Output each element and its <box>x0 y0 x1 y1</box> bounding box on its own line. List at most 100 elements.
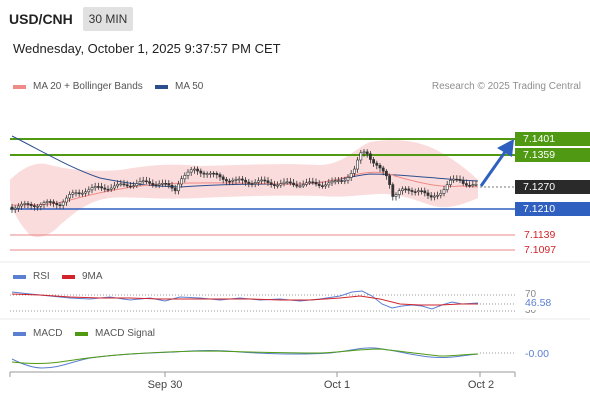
candle-body <box>16 205 20 209</box>
candle-body <box>209 172 212 175</box>
x-tick-label: Sep 30 <box>148 379 183 391</box>
candle-body <box>420 190 424 193</box>
candle-body <box>177 183 180 192</box>
candle-body <box>381 167 385 172</box>
candle-body <box>116 183 120 187</box>
macd-signal-line <box>11 348 479 364</box>
candle-body <box>253 182 257 184</box>
candle-body <box>23 203 27 205</box>
candle-body <box>48 201 52 203</box>
candle-body <box>474 184 478 186</box>
candle-body <box>193 168 196 171</box>
candle-body <box>372 159 376 164</box>
candle-body <box>29 203 33 207</box>
candle-body <box>20 203 24 207</box>
candle-body <box>141 180 145 183</box>
candle-body <box>164 183 168 185</box>
candle-body <box>39 204 43 207</box>
candle-body <box>10 206 14 210</box>
candle-body <box>36 205 40 208</box>
candle-body <box>260 179 264 182</box>
candle-body <box>340 180 344 182</box>
candle-body <box>77 192 81 195</box>
candle-body <box>97 186 100 188</box>
candle-body <box>212 172 216 175</box>
candle-body <box>397 190 401 195</box>
rsi-legend-label: RSI <box>33 271 50 282</box>
candle-body <box>103 187 107 190</box>
candle-body <box>445 184 449 190</box>
candle-body <box>439 193 443 196</box>
rsi-line <box>11 290 479 310</box>
candle-body <box>320 185 324 187</box>
support-2-label: 7.1097 <box>524 244 557 256</box>
macd-signal-swatch <box>75 331 88 336</box>
candle-body <box>189 169 193 173</box>
ma50-swatch <box>155 84 168 89</box>
candle-body <box>388 175 392 185</box>
candle-body <box>113 185 116 189</box>
candle-body <box>304 182 308 185</box>
bollinger-band <box>10 140 478 238</box>
candle-body <box>196 168 200 172</box>
copyright-label: Research © 2025 Trading Central <box>431 81 581 92</box>
candle-body <box>61 201 65 206</box>
candle-body <box>42 202 46 205</box>
candle-body <box>349 173 353 178</box>
candle-body <box>356 159 360 170</box>
candle-body <box>68 194 72 199</box>
ma20-swatch <box>13 84 26 89</box>
candle-body <box>343 179 347 182</box>
candle-body <box>407 188 411 191</box>
forecast-arrowhead-icon <box>497 139 514 157</box>
candle-body <box>129 185 132 188</box>
last-price-tag: 7.1270 <box>515 180 590 194</box>
candle-body <box>167 183 171 186</box>
legend-rsi-ma: 9MA <box>62 271 103 282</box>
candle-body <box>215 173 219 175</box>
candle-body <box>311 181 315 184</box>
candle-body <box>426 192 430 196</box>
ma50-legend-label: MA 50 <box>175 81 204 92</box>
pivot-tag: 7.1210 <box>515 202 590 216</box>
candle-body <box>468 184 472 187</box>
legend-ma50: MA 50 <box>155 81 203 92</box>
candle-body <box>327 182 331 186</box>
candle-body <box>202 172 206 175</box>
candle-body <box>317 183 321 186</box>
candle-body <box>263 179 267 182</box>
candle-body <box>161 183 164 185</box>
candle-body <box>234 178 238 181</box>
rsi-level-30-label: 30 <box>525 305 537 316</box>
candle-body <box>106 188 110 191</box>
candle-body <box>100 186 104 189</box>
candle-body <box>333 180 337 183</box>
candle-body <box>352 168 356 174</box>
candle-body <box>231 179 235 182</box>
candle-body <box>154 184 158 187</box>
candle-body <box>314 182 318 185</box>
candle-body <box>170 184 174 189</box>
candle-body <box>151 183 155 186</box>
candle-body <box>180 178 184 185</box>
timeframe-button[interactable]: 30 MIN <box>83 7 133 31</box>
candle-body <box>55 202 59 206</box>
candle-body <box>378 164 382 169</box>
legend-ma20: MA 20 + Bollinger Bands <box>13 81 143 92</box>
candle-body <box>58 204 62 207</box>
candle-body <box>119 183 123 186</box>
candle-body <box>292 182 296 186</box>
candle-body <box>298 185 302 188</box>
candle-body <box>256 180 260 183</box>
candle-body <box>368 153 372 160</box>
ma20-legend-label: MA 20 + Bollinger Bands <box>33 81 143 92</box>
candle-body <box>458 179 462 181</box>
candle-body <box>301 184 305 187</box>
x-tick-label: Oct 2 <box>468 379 494 391</box>
legend-macd-signal: MACD Signal <box>75 328 155 339</box>
candle-body <box>122 183 126 186</box>
candle-body <box>359 152 363 161</box>
candle-body <box>324 184 328 187</box>
rsi-level-70-label: 70 <box>525 289 537 300</box>
